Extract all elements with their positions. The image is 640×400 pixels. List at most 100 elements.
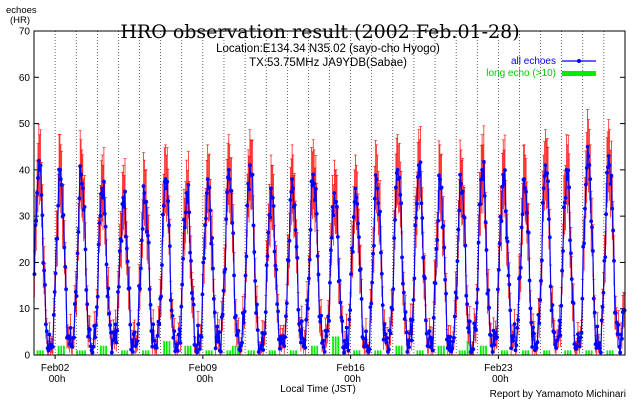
all-echoes-point — [437, 177, 442, 182]
all-echoes-point — [326, 314, 331, 319]
all-echoes-point — [187, 210, 192, 215]
all-echoes-point — [442, 245, 447, 250]
all-echoes-point — [584, 166, 589, 170]
all-echoes-point — [255, 328, 260, 333]
x-tick-label-date: Feb09 — [189, 363, 218, 374]
all-echoes-point — [369, 301, 374, 306]
all-echoes-point — [463, 243, 468, 248]
all-echoes-point — [345, 342, 350, 347]
long-echo-bar — [60, 345, 63, 355]
all-echoes-point — [80, 186, 85, 191]
all-echoes-point — [474, 301, 479, 305]
all-echoes-point — [523, 186, 528, 191]
all-echoes-point — [528, 306, 533, 311]
all-echoes-point — [98, 213, 103, 218]
all-echoes-point — [610, 206, 615, 211]
all-echoes-point — [421, 255, 426, 260]
all-echoes-point — [495, 335, 499, 340]
all-echoes-point — [334, 199, 338, 204]
all-echoes-point — [435, 238, 440, 242]
all-echoes-point — [327, 318, 331, 323]
all-echoes-point — [282, 344, 287, 348]
all-echoes-point — [73, 289, 78, 294]
all-echoes-point — [328, 280, 332, 285]
all-echoes-point — [520, 212, 525, 217]
all-echoes-point — [399, 201, 404, 206]
all-echoes-point — [354, 195, 359, 200]
long-echo-bar — [543, 350, 545, 355]
long-echo-bar — [440, 345, 443, 355]
all-echoes-point — [353, 186, 358, 191]
all-echoes-point — [59, 182, 64, 187]
long-echo-bar — [63, 345, 65, 355]
all-echoes-point — [40, 213, 45, 218]
legend: all echoes long echo (>10) — [486, 56, 596, 79]
all-echoes-point — [457, 208, 462, 213]
all-echoes-point — [224, 217, 229, 222]
all-echoes-point — [51, 313, 56, 317]
all-echoes-point — [451, 339, 455, 344]
long-echo-bar — [398, 345, 400, 355]
all-echoes-point — [84, 288, 89, 292]
all-echoes-point — [592, 310, 597, 315]
all-echoes-point — [66, 336, 71, 341]
all-echoes-point — [416, 163, 421, 168]
long-echo-bar — [611, 350, 614, 355]
all-echoes-point — [555, 337, 560, 342]
all-echoes-point — [106, 286, 111, 291]
long-echo-bar — [250, 350, 253, 355]
all-echoes-point — [493, 331, 498, 336]
all-echoes-point — [261, 348, 266, 352]
long-echo-bar — [268, 350, 271, 355]
all-echoes-point — [497, 241, 502, 246]
all-echoes-point — [476, 240, 481, 245]
all-echoes-point — [43, 282, 47, 287]
all-echoes-point — [598, 350, 603, 355]
all-echoes-point — [372, 243, 376, 248]
all-echoes-point — [370, 280, 375, 285]
all-echoes-point — [586, 154, 591, 158]
all-echoes-point — [135, 339, 140, 344]
all-echoes-point — [450, 346, 455, 351]
all-echoes-point — [77, 196, 82, 201]
all-echoes-point — [174, 345, 178, 350]
all-echoes-point — [216, 339, 221, 344]
all-echoes-point — [68, 326, 73, 330]
all-echoes-point — [335, 204, 339, 209]
all-echoes-point — [41, 261, 46, 265]
all-echoes-point — [498, 214, 503, 219]
all-echoes-point — [230, 221, 235, 225]
x-tick-label-time: 00h — [344, 374, 361, 385]
all-echoes-point — [136, 322, 141, 327]
all-echoes-point — [44, 329, 49, 334]
y-tick-label: 60 — [19, 73, 31, 84]
long-echo-bar — [606, 350, 609, 355]
all-echoes-point — [537, 321, 542, 326]
all-echoes-point — [427, 329, 432, 334]
long-echo-bar — [41, 350, 44, 355]
all-echoes-point — [241, 320, 246, 325]
all-echoes-point — [394, 171, 399, 175]
all-echoes-point — [401, 290, 406, 295]
all-echoes-point — [392, 236, 397, 241]
all-echoes-point — [471, 347, 476, 352]
all-echoes-point — [501, 172, 506, 177]
all-echoes-point — [599, 318, 604, 323]
all-echoes-point — [311, 172, 316, 177]
all-echoes-point — [240, 340, 244, 345]
all-echoes-point — [231, 231, 236, 236]
all-echoes-point — [82, 204, 87, 209]
all-echoes-point — [201, 260, 206, 265]
all-echoes-point — [43, 322, 48, 327]
all-echoes-point — [331, 213, 336, 218]
all-echoes-point — [343, 345, 348, 350]
all-echoes-point — [79, 172, 83, 177]
all-echoes-point — [175, 342, 179, 347]
all-echoes-point — [199, 335, 204, 339]
long-echo-bar — [400, 345, 403, 355]
all-echoes-point — [177, 327, 182, 332]
all-echoes-point — [160, 212, 165, 217]
long-echo-bar — [353, 350, 356, 355]
legend-marker-all-echoes — [577, 59, 581, 63]
all-echoes-point — [508, 308, 513, 313]
